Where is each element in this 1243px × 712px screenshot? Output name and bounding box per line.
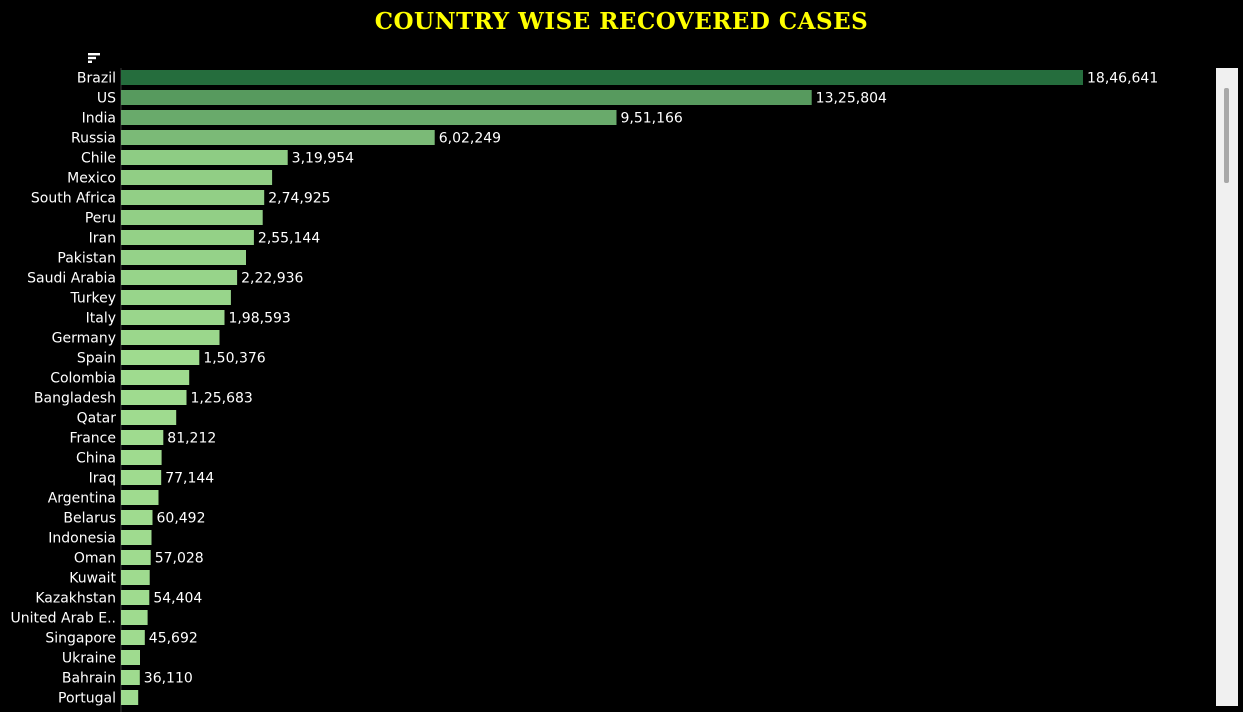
- bar-kazakhstan[interactable]: [121, 590, 150, 605]
- bar-south-africa[interactable]: [121, 190, 265, 205]
- value-label: 45,692: [149, 631, 198, 647]
- bar-mexico[interactable]: [121, 170, 273, 185]
- value-label: 2,55,144: [258, 231, 320, 247]
- value-label: 2,74,925: [268, 191, 330, 207]
- bar-italy[interactable]: [121, 310, 225, 325]
- value-label: 3,19,954: [292, 151, 354, 167]
- category-label: Russia: [71, 131, 116, 147]
- category-label: Portugal: [58, 691, 116, 707]
- bar-bahrain[interactable]: [121, 670, 140, 685]
- bar-spain[interactable]: [121, 350, 200, 365]
- category-label: Singapore: [45, 631, 116, 647]
- bar-us[interactable]: [121, 90, 812, 105]
- value-label: 81,212: [167, 431, 216, 447]
- category-label: South Africa: [31, 191, 116, 207]
- chart-title: COUNTRY WISE RECOVERED CASES: [374, 8, 869, 35]
- category-label: Turkey: [69, 291, 116, 307]
- bar-iraq[interactable]: [121, 470, 162, 485]
- bar-chile[interactable]: [121, 150, 288, 165]
- bar-qatar[interactable]: [121, 410, 177, 425]
- bar-oman[interactable]: [121, 550, 151, 565]
- category-label: Italy: [86, 311, 116, 327]
- value-label: 54,404: [153, 591, 202, 607]
- bar-kuwait[interactable]: [121, 570, 150, 585]
- bar-china[interactable]: [121, 450, 162, 465]
- category-label: Ukraine: [62, 651, 116, 667]
- bar-singapore[interactable]: [121, 630, 145, 645]
- bar-ukraine[interactable]: [121, 650, 140, 665]
- category-label: Kuwait: [69, 571, 116, 587]
- bar-bangladesh[interactable]: [121, 390, 187, 405]
- scrollbar-thumb[interactable]: [1224, 88, 1229, 183]
- category-label: Brazil: [77, 71, 116, 87]
- category-label: US: [97, 91, 116, 107]
- value-label: 36,110: [144, 671, 193, 687]
- bar-united-arab-e[interactable]: [121, 610, 148, 625]
- category-label: Pakistan: [57, 251, 116, 267]
- bar-argentina[interactable]: [121, 490, 159, 505]
- category-label: Spain: [77, 351, 116, 367]
- bar-russia[interactable]: [121, 130, 435, 145]
- value-label: 18,46,641: [1087, 71, 1158, 87]
- category-label: Iran: [89, 231, 116, 247]
- category-label: Saudi Arabia: [27, 271, 116, 287]
- sort-descending-icon[interactable]: [87, 52, 101, 64]
- category-label: Belarus: [63, 511, 116, 527]
- bar-indonesia[interactable]: [121, 530, 152, 545]
- value-label: 13,25,804: [816, 91, 887, 107]
- bar-colombia[interactable]: [121, 370, 190, 385]
- bar-peru[interactable]: [121, 210, 263, 225]
- value-label: 9,51,166: [621, 111, 683, 127]
- category-label: Iraq: [89, 471, 116, 487]
- value-label: 2,22,936: [241, 271, 303, 287]
- category-label: Argentina: [48, 491, 116, 507]
- vertical-scrollbar[interactable]: [1216, 68, 1238, 706]
- value-label: 57,028: [155, 551, 204, 567]
- value-label: 6,02,249: [439, 131, 501, 147]
- value-label: 77,144: [165, 471, 214, 487]
- value-label: 1,50,376: [203, 351, 265, 367]
- value-label: 1,98,593: [228, 311, 290, 327]
- category-label: China: [76, 451, 116, 467]
- category-label: Bangladesh: [34, 391, 116, 407]
- bar-belarus[interactable]: [121, 510, 153, 525]
- bar-portugal[interactable]: [121, 690, 139, 705]
- category-label: Colombia: [50, 371, 116, 387]
- category-label: Kazakhstan: [35, 591, 116, 607]
- bar-turkey[interactable]: [121, 290, 231, 305]
- value-label: 1,25,683: [190, 391, 252, 407]
- bar-germany[interactable]: [121, 330, 220, 345]
- category-label: United Arab E..: [11, 611, 116, 627]
- bar-pakistan[interactable]: [121, 250, 246, 265]
- bar-france[interactable]: [121, 430, 164, 445]
- category-label: Bahrain: [62, 671, 116, 687]
- category-label: Germany: [52, 331, 116, 347]
- bar-india[interactable]: [121, 110, 617, 125]
- category-label: Chile: [81, 151, 116, 167]
- category-label: Peru: [85, 211, 116, 227]
- value-label: 60,492: [157, 511, 206, 527]
- category-label: Oman: [74, 551, 116, 567]
- category-label: Qatar: [77, 411, 117, 427]
- category-label: France: [69, 431, 116, 447]
- bar-brazil[interactable]: [121, 70, 1083, 85]
- category-label: India: [82, 111, 116, 127]
- category-label: Indonesia: [48, 531, 116, 547]
- category-label: Mexico: [67, 171, 116, 187]
- bar-iran[interactable]: [121, 230, 254, 245]
- bar-saudi-arabia[interactable]: [121, 270, 238, 285]
